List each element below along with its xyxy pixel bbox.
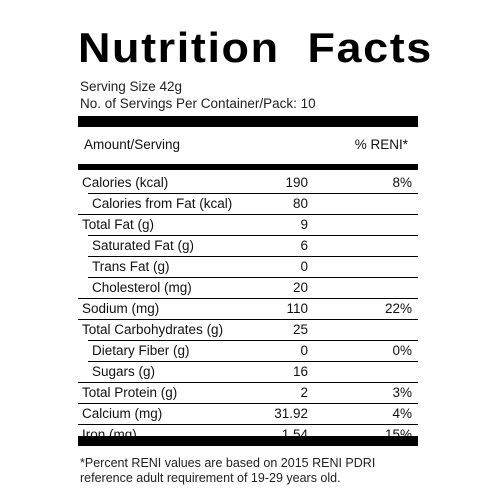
nutrient-row: Total Fat (g) 9 [78, 214, 418, 235]
nutrient-row: Dietary Fiber (g) 0 0% [78, 340, 418, 361]
percent-reni-header: % RENI* [354, 137, 408, 152]
nutrient-row: Calories from Fat (kcal) 80 [78, 193, 418, 214]
nutrient-amount: 190 [285, 175, 308, 190]
nutrient-amount: 0 [300, 343, 308, 358]
amount-per-serving-header: Amount/Serving [84, 137, 181, 152]
nutrient-row: Calories (kcal) 190 8% [78, 172, 418, 193]
nutrient-row: Total Protein (g) 2 3% [78, 382, 418, 403]
title-word-nutrition: Nutrition [78, 24, 280, 71]
reni-footnote: *Percent RENI values are based on 2015 R… [80, 456, 376, 485]
title-word-facts: Facts [307, 24, 433, 71]
row-divider [78, 424, 418, 425]
nutrient-amount: 110 [286, 301, 308, 316]
servings-per-container: No. of Servings Per Container/Pack: 10 [80, 96, 316, 111]
nutrient-name: Total Carbohydrates (g) [82, 322, 224, 337]
nutrient-row: Calcium (mg) 31.92 4% [78, 403, 418, 424]
nutrient-name: Saturated Fat (g) [92, 238, 195, 253]
nutrient-name: Total Fat (g) [82, 217, 155, 232]
nutrient-row: Total Carbohydrates (g) 25 [78, 319, 418, 340]
nutrient-row: Sugars (g) 16 [78, 361, 418, 382]
row-divider [88, 235, 418, 236]
nutrient-percent-reni: 4% [392, 406, 412, 421]
nutrient-name: Sugars (g) [92, 364, 156, 379]
nutrient-name: Trans Fat (g) [92, 259, 170, 274]
nutrient-amount: 31.92 [274, 406, 308, 421]
nutrient-name: Total Protein (g) [82, 385, 178, 400]
row-divider [88, 340, 418, 341]
row-divider [78, 214, 418, 215]
nutrient-amount: 20 [292, 280, 308, 295]
nutrient-percent-reni: 3% [392, 385, 412, 400]
nutrient-amount: 16 [292, 364, 308, 379]
nutrient-name: Calories (kcal) [82, 175, 169, 190]
nutrient-amount: 0 [300, 259, 308, 274]
row-divider [88, 277, 418, 278]
nutrient-amount: 9 [300, 217, 308, 232]
nutrient-name: Cholesterol (mg) [92, 280, 192, 295]
row-divider [78, 382, 418, 383]
nutrient-row: Saturated Fat (g) 6 [78, 235, 418, 256]
thick-divider-bottom [78, 436, 418, 446]
row-divider [78, 319, 418, 320]
nutrient-percent-reni: 0% [392, 343, 412, 358]
nutrient-amount: 2 [300, 385, 308, 400]
thick-divider-top [78, 116, 418, 127]
nutrient-row: Trans Fat (g) 0 [78, 256, 418, 277]
column-header-row: Amount/Serving % RENI* [78, 128, 418, 162]
nutrient-percent-reni: 22% [384, 301, 412, 316]
thick-divider-middle [78, 164, 418, 170]
row-divider [88, 256, 418, 257]
nutrient-rows: Calories (kcal) 190 8% Calories from Fat (k… [78, 172, 418, 445]
row-divider [88, 193, 418, 194]
nutrient-amount: 6 [300, 238, 308, 253]
label-title: Nutrition Facts [78, 20, 448, 76]
nutrient-row: Sodium (mg) 110 22% [78, 298, 418, 319]
nutrient-amount: 25 [292, 322, 308, 337]
nutrient-row: Cholesterol (mg) 20 [78, 277, 418, 298]
nutrient-amount: 80 [292, 196, 308, 211]
nutrient-name: Sodium (mg) [82, 301, 160, 316]
row-divider [78, 403, 418, 404]
nutrient-name: Dietary Fiber (g) [92, 343, 190, 358]
serving-size: Serving Size 42g [80, 79, 183, 94]
nutrient-name: Calcium (mg) [82, 406, 163, 421]
row-divider [88, 361, 418, 362]
nutrient-percent-reni: 8% [392, 175, 412, 190]
row-divider [78, 298, 418, 299]
nutrient-name: Calories from Fat (kcal) [92, 196, 233, 211]
